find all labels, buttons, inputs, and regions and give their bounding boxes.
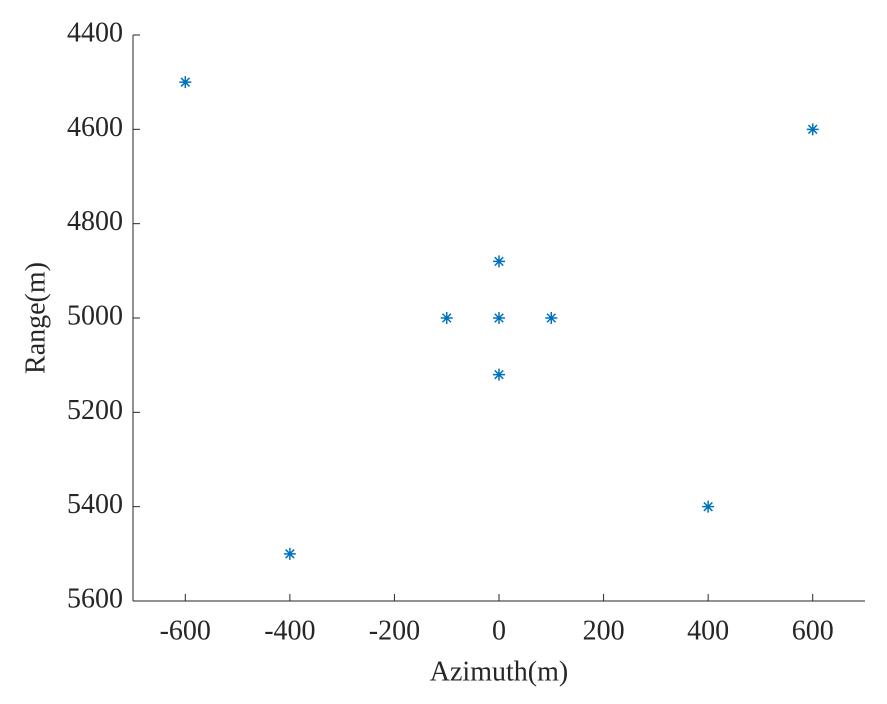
data-point xyxy=(179,76,192,89)
data-point xyxy=(440,312,453,324)
y-tick-label: 5400 xyxy=(67,489,123,520)
x-tick-label: 200 xyxy=(583,615,625,646)
x-tick-label: -600 xyxy=(160,615,211,646)
data-point xyxy=(493,312,505,324)
x-tick-label: -200 xyxy=(369,615,420,646)
data-point xyxy=(493,368,505,381)
y-tick-label: 4800 xyxy=(67,206,123,237)
data-point xyxy=(806,123,819,136)
y-tick-label: 4600 xyxy=(67,112,123,143)
data-point xyxy=(493,255,505,268)
y-tick-label: 5000 xyxy=(67,300,123,331)
y-axis-label: Range(m) xyxy=(20,262,51,374)
data-point xyxy=(702,500,715,513)
x-tick-label: 0 xyxy=(492,615,506,646)
y-tick-label: 5200 xyxy=(67,395,123,426)
data-point xyxy=(283,547,296,560)
y-tick-label: 5600 xyxy=(67,583,123,614)
x-tick-label: 600 xyxy=(792,615,834,646)
x-axis-label: Azimuth(m) xyxy=(430,656,568,687)
x-tick-label: 400 xyxy=(687,615,729,646)
y-tick-label: 4400 xyxy=(67,17,123,48)
x-tick-label: -400 xyxy=(264,615,315,646)
data-point xyxy=(545,312,558,324)
